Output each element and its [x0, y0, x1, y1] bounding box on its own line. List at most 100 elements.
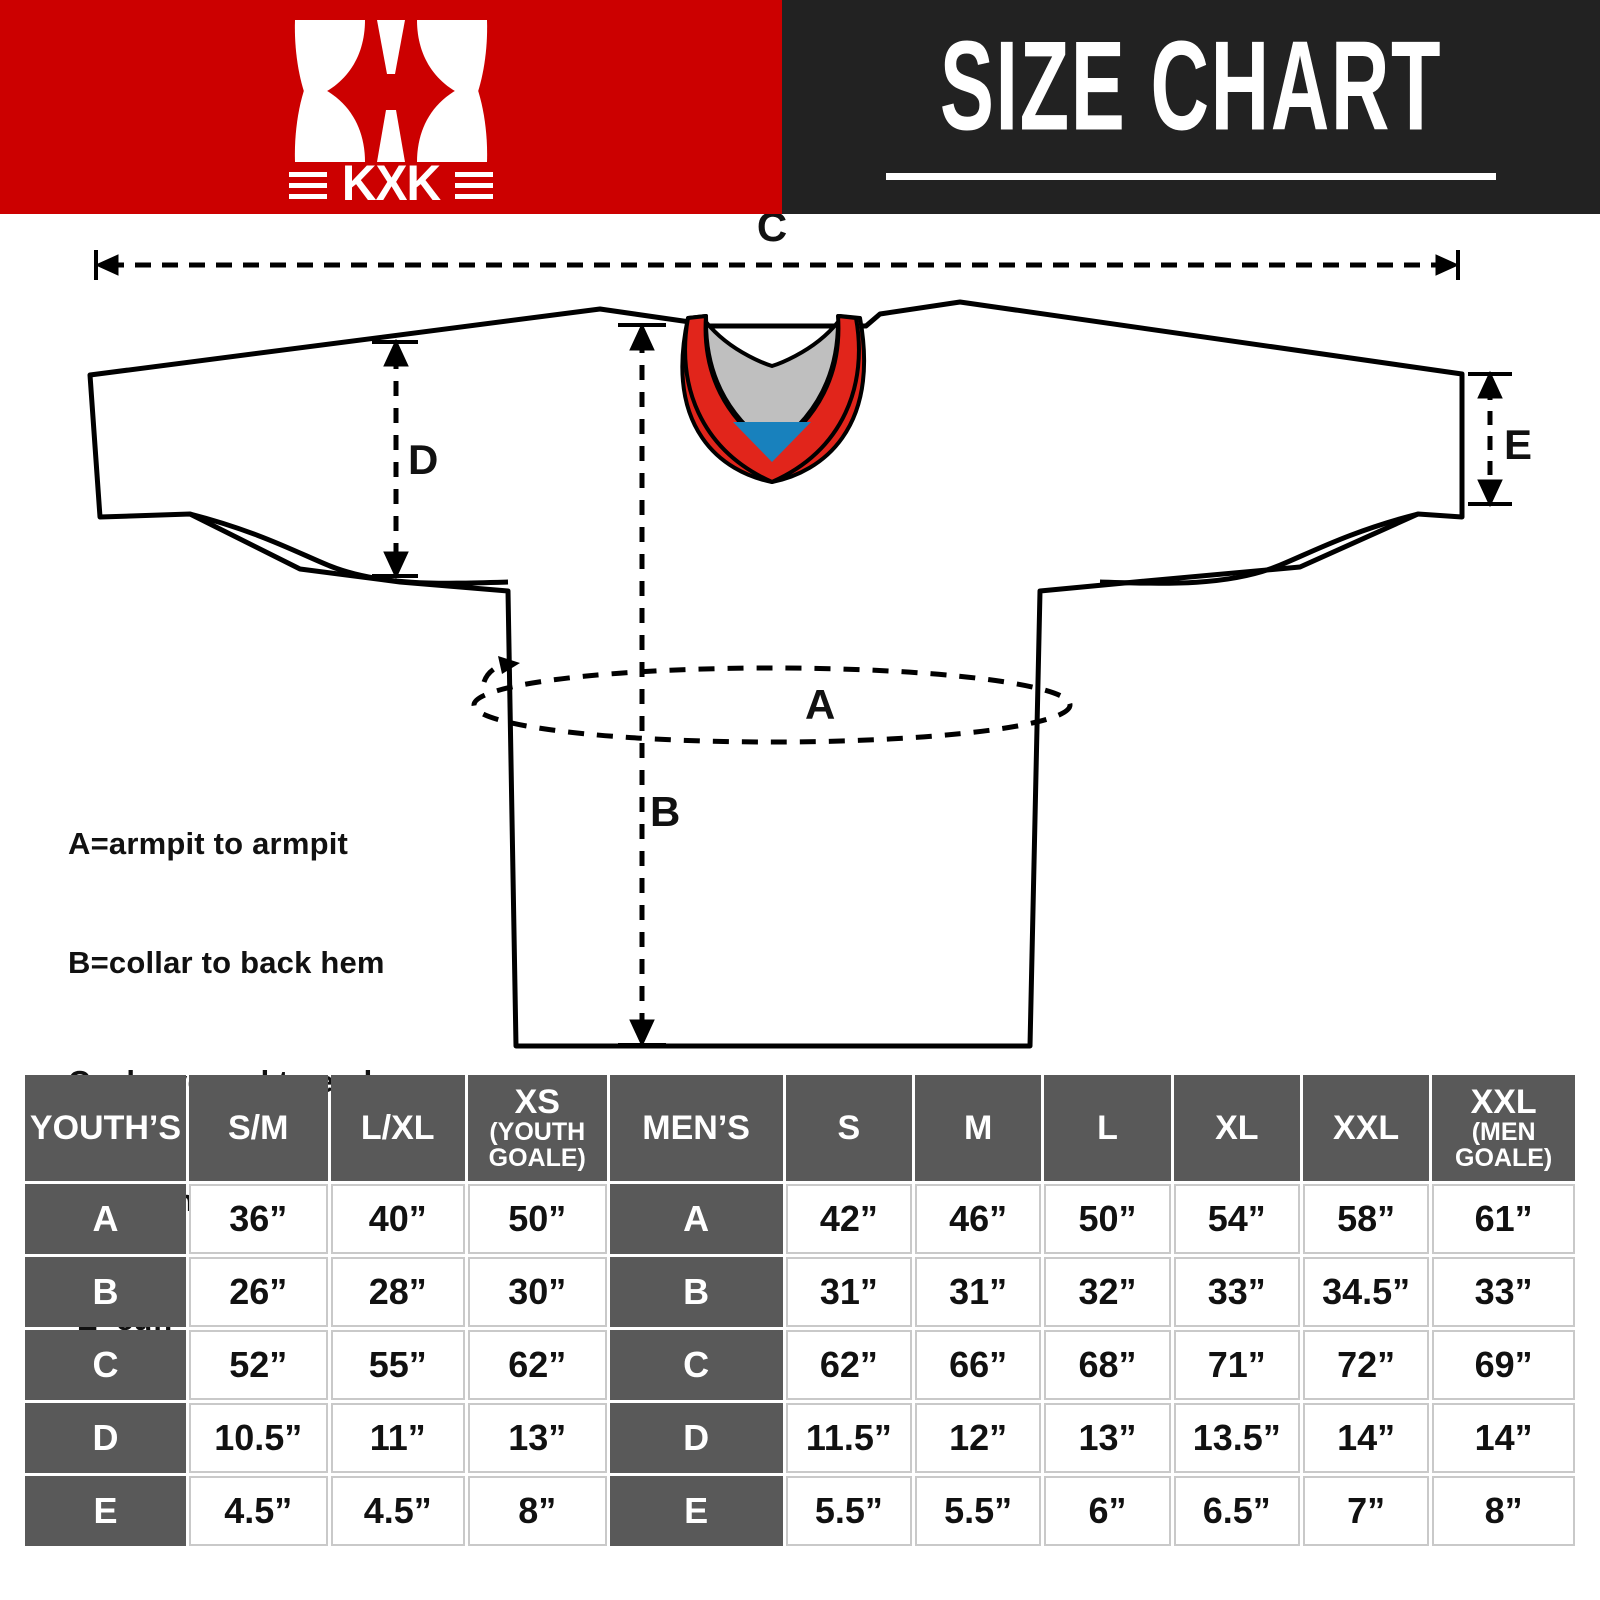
cell-youth-sm-b: 26” — [188, 1257, 328, 1327]
title-underline-rule — [886, 172, 1496, 180]
cell-youth-sm-a: 36” — [188, 1184, 328, 1254]
table-row: A 36” 40” 50” A 42” 46” 50” 54” 58” 61” — [25, 1184, 1575, 1254]
cell-men-goale-e: 8” — [1432, 1476, 1575, 1546]
header-main: XL — [1215, 1109, 1259, 1147]
header-main: YOUTH’S — [29, 1109, 182, 1147]
cell-men-goale-a: 61” — [1432, 1184, 1575, 1254]
brand-panel: KXK — [0, 0, 782, 214]
cell-youth-sm-d: 10.5” — [188, 1403, 328, 1473]
cell-men-xl-c: 71” — [1173, 1330, 1300, 1400]
cell-men-goale-b: 33” — [1432, 1257, 1575, 1327]
row-label-youth-a: A — [25, 1184, 186, 1254]
legend-line-b: B=collar to back hem — [68, 945, 385, 981]
header-main: S — [837, 1109, 861, 1147]
cell-men-l-e: 6” — [1044, 1476, 1171, 1546]
table-row: D 10.5” 11” 13” D 11.5” 12” 13” 13.5” 14… — [25, 1403, 1575, 1473]
cell-youth-xs-c: 62” — [467, 1330, 607, 1400]
header-cell-m: M — [915, 1075, 1042, 1181]
dimension-e-label: E — [1504, 421, 1532, 468]
cell-men-l-c: 68” — [1044, 1330, 1171, 1400]
dimension-b-label: B — [650, 788, 680, 835]
cell-men-xxl-e: 7” — [1302, 1476, 1430, 1546]
header-main: XXL — [1470, 1082, 1537, 1121]
cell-youth-lxl-e: 4.5” — [330, 1476, 465, 1546]
header-main: MEN’S — [642, 1109, 750, 1147]
header-cell-xxl: XXL — [1302, 1075, 1430, 1181]
cell-youth-sm-e: 4.5” — [188, 1476, 328, 1546]
row-label-youth-c: C — [25, 1330, 186, 1400]
header-main: L — [1097, 1109, 1118, 1147]
row-label-men-c: C — [609, 1330, 783, 1400]
dimension-a-label: A — [805, 681, 835, 728]
header-main: L/XL — [360, 1109, 435, 1147]
page-title: SIZE CHART — [939, 15, 1443, 158]
dimension-e — [1468, 370, 1512, 508]
cell-youth-lxl-c: 55” — [330, 1330, 465, 1400]
cell-men-s-d: 11.5” — [785, 1403, 913, 1473]
header-cell-youths: YOUTH’S — [25, 1075, 186, 1181]
cell-men-xl-a: 54” — [1173, 1184, 1300, 1254]
header-main: M — [964, 1109, 993, 1147]
cell-men-goale-c: 69” — [1432, 1330, 1575, 1400]
header-cell-xxl-men-goale: XXL (MEN GOALE) — [1432, 1075, 1575, 1181]
cell-men-s-c: 62” — [785, 1330, 913, 1400]
cell-youth-lxl-a: 40” — [330, 1184, 465, 1254]
cell-men-m-c: 66” — [915, 1330, 1042, 1400]
header-main: XXL — [1333, 1109, 1400, 1147]
cell-youth-xs-d: 13” — [467, 1403, 607, 1473]
kxk-logo-icon: KXK — [281, 12, 501, 211]
table-row: C 52” 55” 62” C 62” 66” 68” 71” 72” 69” — [25, 1330, 1575, 1400]
cell-men-xxl-a: 58” — [1302, 1184, 1430, 1254]
cell-men-m-d: 12” — [915, 1403, 1042, 1473]
cell-men-m-e: 5.5” — [915, 1476, 1042, 1546]
cell-youth-sm-c: 52” — [188, 1330, 328, 1400]
cell-men-l-a: 50” — [1044, 1184, 1171, 1254]
svg-text:KXK: KXK — [342, 155, 442, 202]
header-sub: (YOUTH GOALE) — [488, 1117, 586, 1172]
header-main: XS — [514, 1082, 560, 1121]
page-header: KXK SIZE CHART — [0, 0, 1600, 214]
header-cell-mens: MEN’S — [609, 1075, 783, 1181]
jersey-diagram: D B E — [0, 214, 1600, 1070]
cell-men-l-b: 32” — [1044, 1257, 1171, 1327]
cell-men-m-b: 31” — [915, 1257, 1042, 1327]
row-label-youth-d: D — [25, 1403, 186, 1473]
header-main: S/M — [228, 1109, 289, 1147]
cell-men-goale-d: 14” — [1432, 1403, 1575, 1473]
row-label-youth-e: E — [25, 1476, 186, 1546]
header-cell-sm: S/M — [188, 1075, 328, 1181]
row-label-men-e: E — [609, 1476, 783, 1546]
cell-men-s-e: 5.5” — [785, 1476, 913, 1546]
cell-men-xxl-c: 72” — [1302, 1330, 1430, 1400]
table-row: E 4.5” 4.5” 8” E 5.5” 5.5” 6” 6.5” 7” 8” — [25, 1476, 1575, 1546]
legend-line-a: A=armpit to armpit — [68, 826, 349, 862]
cell-men-xxl-d: 14” — [1302, 1403, 1430, 1473]
row-label-men-d: D — [609, 1403, 783, 1473]
size-table: YOUTH’S S/M L/XL XS (YOUTH GOALE) MEN’S — [22, 1072, 1578, 1549]
table-row: B 26” 28” 30” B 31” 31” 32” 33” 34.5” 33… — [25, 1257, 1575, 1327]
jersey-outline — [87, 299, 1465, 1049]
header-sub: (MEN GOALE) — [1455, 1117, 1553, 1172]
dimension-d-label: D — [408, 436, 438, 483]
cell-men-xxl-b: 34.5” — [1302, 1257, 1430, 1327]
header-cell-xl: XL — [1173, 1075, 1300, 1181]
cell-youth-lxl-d: 11” — [330, 1403, 465, 1473]
cell-men-xl-d: 13.5” — [1173, 1403, 1300, 1473]
dimension-c-label: C — [757, 214, 787, 250]
row-label-youth-b: B — [25, 1257, 186, 1327]
table-header-row: YOUTH’S S/M L/XL XS (YOUTH GOALE) MEN’S — [25, 1075, 1575, 1181]
cell-men-s-a: 42” — [785, 1184, 913, 1254]
header-cell-l: L — [1044, 1075, 1171, 1181]
header-cell-s: S — [785, 1075, 913, 1181]
cell-men-xl-e: 6.5” — [1173, 1476, 1300, 1546]
row-label-men-a: A — [609, 1184, 783, 1254]
cell-youth-lxl-b: 28” — [330, 1257, 465, 1327]
title-panel: SIZE CHART — [782, 0, 1600, 214]
header-cell-xs-youth-goale: XS (YOUTH GOALE) — [467, 1075, 607, 1181]
cell-youth-xs-b: 30” — [467, 1257, 607, 1327]
dimension-a — [471, 656, 1073, 745]
dimension-d — [372, 338, 418, 580]
dimension-c — [94, 250, 1460, 280]
cell-youth-xs-a: 50” — [467, 1184, 607, 1254]
